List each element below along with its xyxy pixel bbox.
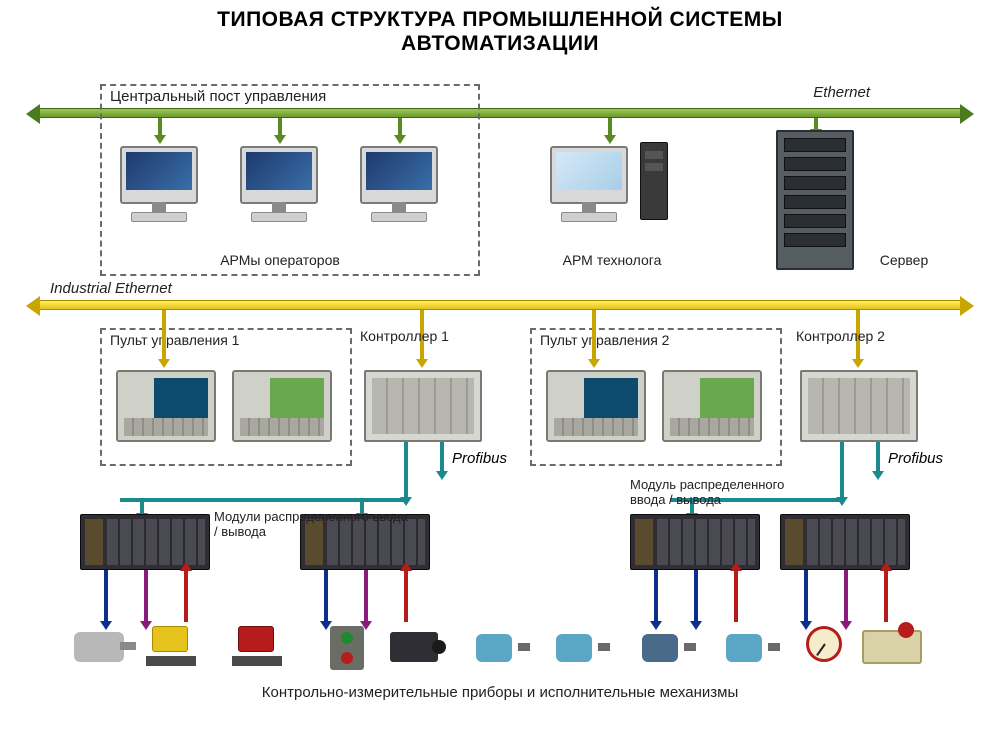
drop-ind-hmi2	[592, 310, 596, 360]
label-io-singular: Модуль распределенного ввода / вывода	[630, 478, 790, 508]
server-rack	[776, 130, 854, 270]
pb1-drop-a	[140, 498, 144, 514]
workstation-operator-3	[360, 146, 438, 204]
workstation-operator-1	[120, 146, 198, 204]
device-camera	[390, 632, 438, 662]
profibus-2-label-stub	[876, 442, 880, 472]
device-gauge	[806, 626, 842, 662]
io3-d1	[654, 570, 658, 622]
io1-d1	[104, 570, 108, 622]
profibus-2-main	[840, 442, 844, 498]
drop-eth-pc4	[608, 118, 612, 136]
group-title-panel2: Пульт управления 2	[540, 332, 669, 348]
bus-label-ethernet: Ethernet	[813, 84, 870, 101]
drop-eth-pc3	[398, 118, 402, 136]
drop-eth-pc2	[278, 118, 282, 136]
bus-label-industrial: Industrial Ethernet	[50, 280, 172, 297]
label-arm-operators: АРМы операторов	[180, 252, 380, 268]
io4-d3	[884, 570, 888, 622]
group-title-central: Центральный пост управления	[110, 88, 326, 105]
tower-technologist	[640, 142, 668, 220]
diagram-canvas: Ethernet Центральный пост управления АРМ…	[40, 70, 960, 740]
io4-d1	[804, 570, 808, 622]
io3-d3	[734, 570, 738, 622]
label-profibus-2: Profibus	[888, 450, 943, 467]
hmi-2a	[546, 370, 646, 442]
io1-d2	[144, 570, 148, 622]
drop-eth-server	[814, 118, 818, 130]
device-cylinder	[74, 632, 124, 662]
profibus-1-main	[404, 442, 408, 498]
device-pump-yellow	[140, 626, 204, 666]
io2-d1	[324, 570, 328, 622]
io4-d2	[844, 570, 848, 622]
device-pushbutton-box	[330, 626, 364, 670]
device-console	[862, 630, 922, 664]
hmi-1a	[116, 370, 216, 442]
device-motor-3	[636, 630, 690, 666]
io3-d2	[694, 570, 698, 622]
hmi-2b	[662, 370, 762, 442]
page-title: ТИПОВАЯ СТРУКТУРА ПРОМЫШЛЕННОЙ СИСТЕМЫ А…	[0, 0, 1000, 60]
title-line-1: ТИПОВАЯ СТРУКТУРА ПРОМЫШЛЕННОЙ СИСТЕМЫ	[20, 8, 980, 32]
label-io-plural: Модули распределенного ввода / вывода	[214, 510, 414, 540]
device-motor-1	[470, 630, 524, 666]
label-server: Сервер	[864, 252, 944, 268]
device-motor-2	[550, 630, 604, 666]
device-pump-red	[226, 626, 290, 666]
label-arm-technologist: АРМ технолога	[532, 252, 692, 268]
label-controller2: Контроллер 2	[796, 328, 916, 344]
workstation-technologist	[550, 146, 628, 204]
title-line-2: АВТОМАТИЗАЦИИ	[20, 32, 980, 56]
drop-ind-hmi1	[162, 310, 166, 360]
io2-d2	[364, 570, 368, 622]
workstation-operator-2	[240, 146, 318, 204]
plc-2	[800, 370, 918, 442]
profibus-1-hbar	[120, 498, 408, 502]
plc-1	[364, 370, 482, 442]
hmi-1b	[232, 370, 332, 442]
bus-industrial-ethernet	[40, 300, 960, 310]
group-title-panel1: Пульт управления 1	[110, 332, 239, 348]
label-profibus-1: Profibus	[452, 450, 507, 467]
profibus-1-label-stub	[440, 442, 444, 472]
device-motor-4	[720, 630, 774, 666]
drop-eth-pc1	[158, 118, 162, 136]
label-bottom-kip: Контрольно-измерительные приборы и испол…	[160, 684, 840, 701]
io1-d3	[184, 570, 188, 622]
io2-d3	[404, 570, 408, 622]
label-controller1: Контроллер 1	[360, 328, 480, 344]
